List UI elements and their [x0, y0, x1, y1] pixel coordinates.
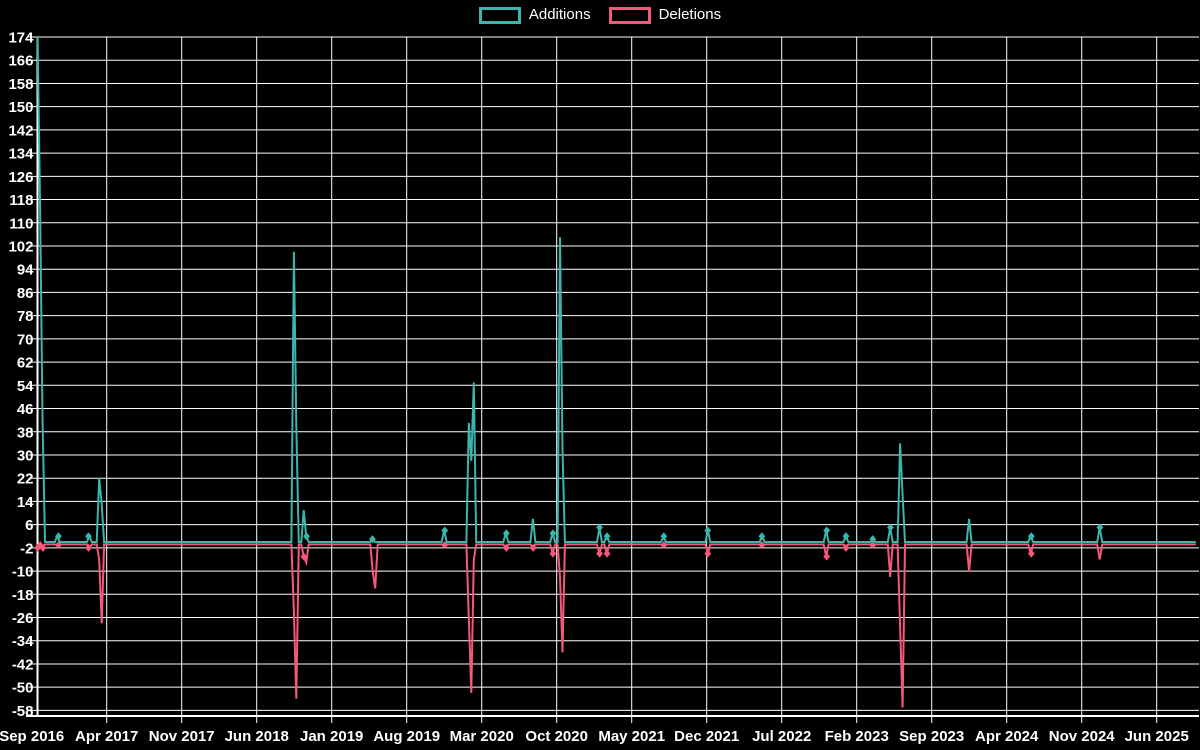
x-axis-tick-label: May 2021: [598, 728, 665, 745]
legend-item-additions[interactable]: Additions: [478, 6, 591, 24]
x-axis-tick-label: Feb 2023: [825, 728, 889, 745]
y-axis-tick-label: 54: [17, 378, 34, 395]
x-axis-tick-label: Jul 2022: [752, 728, 811, 745]
y-axis-tick-label: -26: [12, 610, 34, 627]
x-axis-tick-label: Dec 2021: [674, 728, 739, 745]
y-axis-tick-label: 38: [17, 424, 34, 441]
y-axis-tick-label: 134: [8, 146, 34, 163]
y-axis-tick-label: -18: [12, 587, 34, 604]
y-axis-tick-label: 6: [25, 517, 33, 534]
y-axis-tick-label: 110: [9, 215, 33, 232]
y-axis-tick-label: 126: [8, 169, 33, 186]
y-axis-tick-label: 30: [17, 447, 34, 464]
y-axis-tick-label: 46: [17, 401, 34, 418]
y-axis-tick-label: 62: [17, 355, 34, 372]
x-axis-tick-label: Sep 2023: [899, 728, 964, 745]
y-axis-tick-label: 102: [8, 238, 33, 255]
y-axis-tick-label: 142: [8, 122, 33, 139]
x-axis-tick-label: Jun 2018: [225, 728, 289, 745]
y-axis-tick-label: 118: [9, 192, 33, 209]
chart-legend: Additions Deletions: [0, 6, 1200, 24]
y-axis-tick-label: -58: [12, 703, 34, 720]
additions-legend-swatch: [478, 6, 521, 24]
x-axis-tick-label: Aug 2019: [373, 728, 440, 745]
legend-item-deletions[interactable]: Deletions: [608, 6, 722, 24]
additions-legend-label: Additions: [528, 6, 591, 23]
y-axis-tick-label: 22: [17, 471, 34, 488]
deletions-legend-label: Deletions: [658, 6, 722, 23]
x-axis-tick-label: Mar 2020: [450, 728, 514, 745]
y-axis-tick-label: -50: [12, 680, 34, 697]
y-axis-tick-label: 94: [17, 262, 34, 279]
y-axis-tick-label: 150: [8, 99, 33, 116]
y-axis-tick-label: -2: [20, 540, 33, 557]
y-axis-tick-label: 14: [17, 494, 34, 511]
y-axis-tick-label: -34: [12, 633, 34, 650]
x-axis-tick-label: Jun 2025: [1125, 728, 1189, 745]
y-axis-tick-label: 86: [17, 285, 34, 302]
x-axis-tick-label: Jan 2019: [300, 728, 363, 745]
y-axis-tick-label: 70: [17, 331, 34, 348]
x-axis-tick-label: Apr 2024: [975, 728, 1039, 745]
y-axis-tick-label: -42: [12, 656, 34, 673]
y-axis-tick-label: 174: [8, 30, 34, 47]
y-axis-tick-label: 158: [8, 76, 33, 93]
deletions-legend-swatch: [608, 6, 651, 24]
x-axis-tick-label: Nov 2017: [149, 728, 215, 745]
y-axis-tick-label: 166: [8, 53, 33, 70]
x-axis-tick-label: Oct 2020: [525, 728, 588, 745]
x-axis-tick-label: Sep 2016: [0, 728, 64, 745]
y-axis-tick-label: -10: [12, 564, 34, 581]
y-axis-tick-label: 78: [17, 308, 34, 325]
x-axis-tick-label: Nov 2024: [1049, 728, 1116, 745]
x-axis-tick-label: Apr 2017: [75, 728, 138, 745]
